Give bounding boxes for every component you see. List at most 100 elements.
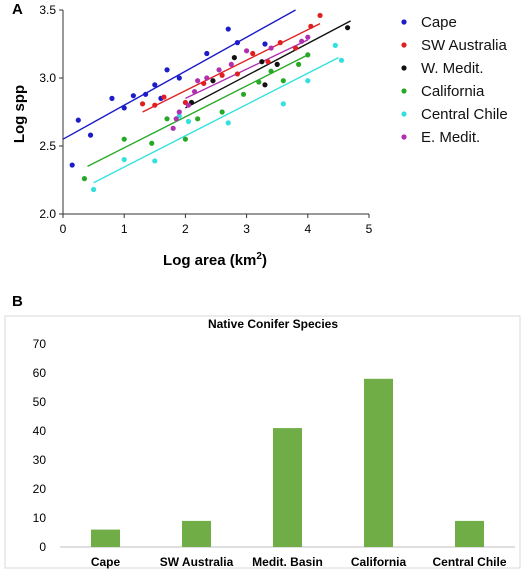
data-point — [152, 158, 158, 164]
x-tick-label: Cape — [91, 555, 121, 569]
y-tick-label: 50 — [33, 395, 47, 409]
data-point — [185, 118, 192, 125]
bar — [455, 520, 484, 547]
bar — [182, 520, 211, 547]
x-tick-label: 3 — [243, 222, 250, 236]
legend-label: W. Medit. — [421, 60, 484, 77]
x-tick-label: 4 — [304, 222, 311, 236]
data-point — [268, 68, 274, 74]
bar — [273, 428, 302, 547]
data-point — [164, 67, 170, 73]
x-tick-label: 2 — [182, 222, 189, 236]
legend-marker — [401, 42, 407, 48]
data-point — [173, 116, 179, 122]
chart-title: Native Conifer Species — [208, 317, 338, 331]
data-point — [121, 105, 127, 111]
data-point — [265, 59, 271, 65]
legend-marker — [401, 111, 407, 117]
data-point — [292, 45, 299, 51]
data-point — [338, 57, 345, 63]
data-point — [296, 61, 302, 67]
data-point — [225, 26, 231, 32]
data-point — [219, 109, 225, 115]
legend-marker — [401, 134, 407, 140]
data-point — [121, 136, 127, 142]
y-tick-label: 40 — [33, 424, 47, 438]
x-tick-label: Central Chile — [432, 555, 506, 569]
panel-a: A Log spp Log area (km2) 2.0 2.5 3.0 3.5 0 1 2… — [11, 1, 508, 269]
data-point — [170, 125, 176, 131]
legend-label: Cape — [421, 14, 457, 31]
bar — [91, 529, 120, 547]
y-tick-label: 20 — [33, 482, 47, 496]
data-point — [244, 48, 250, 54]
trend-line — [142, 22, 321, 113]
data-point — [191, 89, 198, 95]
legend-marker — [401, 65, 407, 71]
data-point — [305, 34, 311, 40]
legend-label: SW Australia — [421, 37, 508, 54]
data-point — [130, 93, 136, 99]
data-point — [149, 140, 155, 146]
trend-line — [93, 56, 339, 184]
data-point — [176, 75, 182, 81]
data-point — [277, 40, 283, 46]
x-tick-label: Medit. Basin — [252, 555, 323, 569]
y-tick-label: 10 — [33, 511, 47, 525]
data-point — [152, 102, 158, 108]
data-point — [268, 45, 274, 51]
data-point — [274, 61, 280, 67]
panel-b-label: B — [12, 293, 23, 310]
data-point — [87, 132, 94, 138]
trend-line — [62, 9, 296, 140]
y-tick-label: 2.0 — [39, 207, 56, 221]
x-tick-label: 0 — [60, 222, 67, 236]
data-point — [176, 109, 182, 115]
data-point — [280, 78, 286, 84]
data-point — [81, 176, 88, 182]
data-point — [195, 116, 201, 122]
x-tick-label: SW Australia — [160, 555, 234, 569]
data-point — [240, 91, 247, 97]
data-point — [317, 12, 323, 19]
data-point — [164, 116, 170, 122]
data-point — [109, 95, 115, 101]
legend-label: California — [421, 83, 485, 100]
trend-line — [185, 39, 309, 100]
data-point — [185, 102, 192, 108]
data-point — [75, 117, 81, 123]
data-point — [69, 162, 75, 168]
data-point — [201, 80, 207, 87]
data-point — [308, 23, 314, 29]
data-point — [344, 25, 351, 31]
legend-marker — [401, 19, 407, 25]
x-tick-label: 1 — [121, 222, 128, 236]
data-point — [262, 82, 268, 88]
data-point — [219, 72, 225, 78]
x-tick-label: California — [351, 555, 407, 569]
data-point — [204, 50, 210, 57]
y-tick-label: 3.0 — [39, 71, 56, 85]
legend-label: Central Chile — [421, 106, 508, 123]
legend-label: E. Medit. — [421, 129, 480, 146]
y-tick-label: 30 — [33, 453, 47, 467]
data-point — [152, 82, 158, 88]
data-point — [139, 101, 146, 107]
data-point — [280, 101, 286, 107]
data-point — [121, 157, 127, 163]
x-tick-label: 5 — [366, 222, 373, 236]
x-axis-label: Log area (km2) — [163, 251, 267, 269]
panel-b: B Native Conifer Species 0 10 20 30 40 50 60 70… — [4, 293, 521, 569]
data-point — [91, 186, 97, 193]
data-point — [195, 78, 201, 84]
data-point — [210, 78, 216, 84]
y-tick-label: 60 — [33, 366, 47, 380]
trend-line — [185, 20, 351, 109]
trend-line — [87, 54, 309, 168]
data-point — [305, 78, 311, 84]
data-point — [305, 52, 311, 58]
data-point — [250, 50, 256, 57]
legend-marker — [401, 88, 407, 94]
data-point — [231, 55, 237, 61]
